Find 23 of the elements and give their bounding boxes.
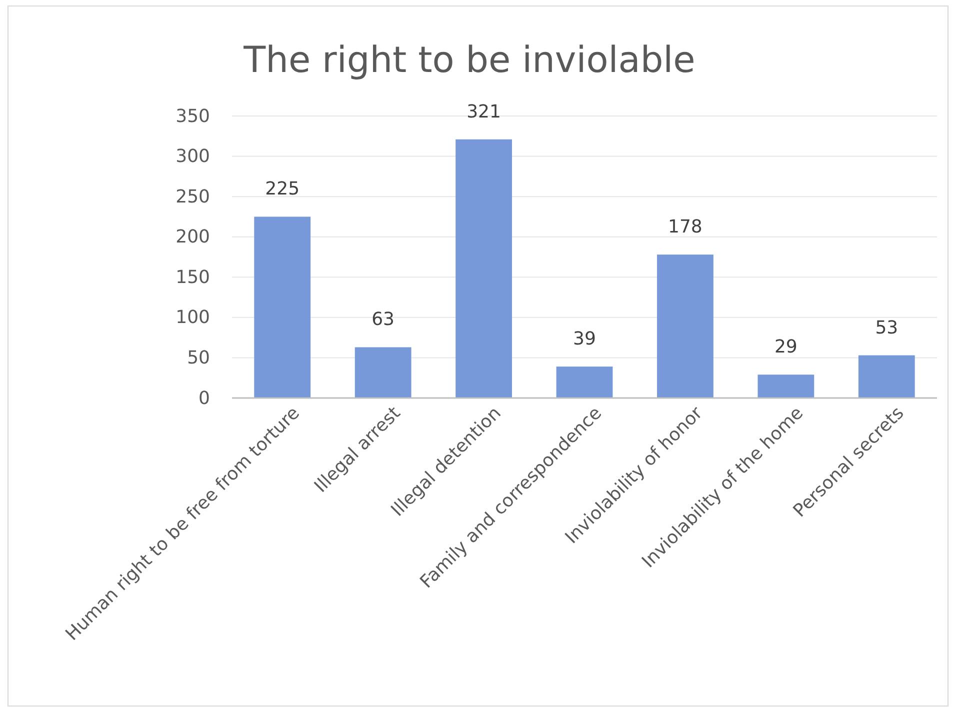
bar [354,347,412,398]
data-label: 178 [668,216,702,238]
y-tick-label: 50 [187,347,210,368]
y-tick-label: 150 [176,266,210,288]
y-tick-label: 100 [176,307,210,328]
y-tick-label: 250 [176,186,210,208]
data-label: 321 [466,101,501,122]
y-tick-label: 200 [176,226,210,248]
data-label: 39 [573,328,596,350]
y-tick-label: 0 [198,388,210,409]
data-label: 29 [774,336,798,358]
y-tick-label: 350 [176,106,210,127]
bar [758,374,814,398]
bar [556,366,613,398]
data-label: 225 [265,178,300,200]
data-label: 53 [875,317,898,338]
y-tick-label: 300 [176,146,210,168]
chart-title: The right to be inviolable [242,40,696,81]
bar [254,216,311,398]
bar [456,139,512,398]
bar [858,355,915,398]
bar [657,254,714,398]
data-label: 63 [372,309,395,330]
